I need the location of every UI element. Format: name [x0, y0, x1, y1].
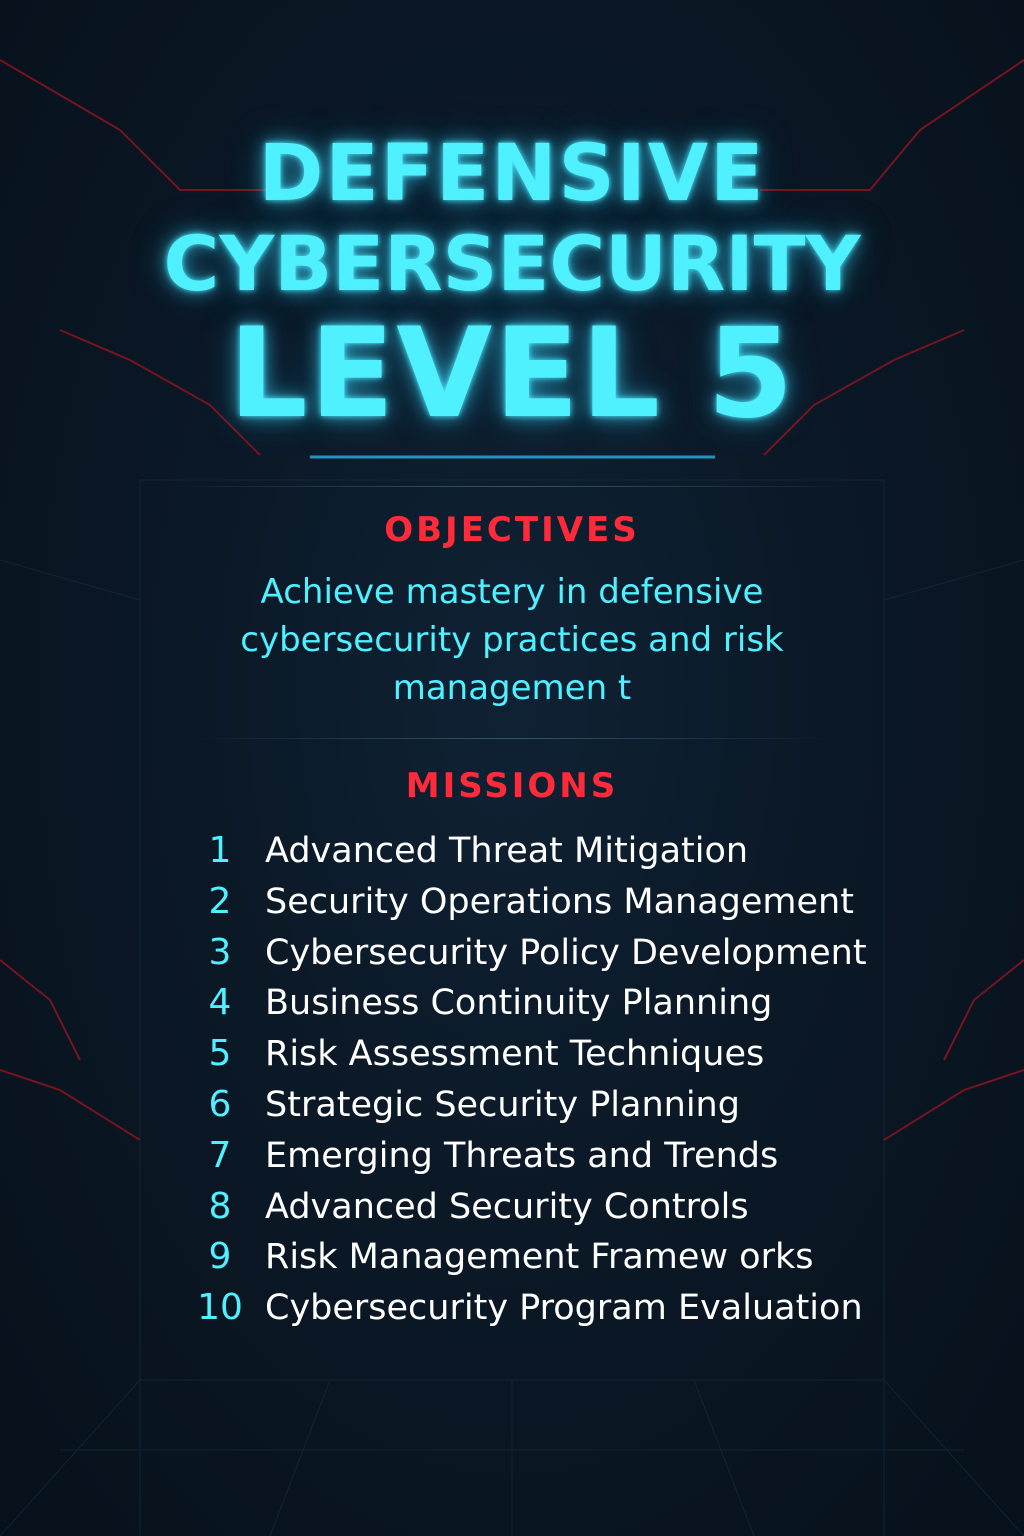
perspective-grid [0, 479, 1024, 1536]
mission-item-8: 8 Advanced Security Controls [195, 1182, 975, 1233]
mission-label: Risk Assessment Techniques [265, 1034, 765, 1075]
divider-top [150, 486, 874, 487]
divider-middle [190, 738, 834, 739]
mission-label: Strategic Security Planning [265, 1084, 740, 1125]
circuit-traces [0, 59, 1024, 1141]
mission-item-2: 2 Security Operations Management [195, 877, 975, 928]
mission-number: 3 [208, 931, 232, 973]
mission-number: 7 [208, 1134, 232, 1176]
mission-number: 5 [208, 1033, 232, 1075]
mission-item-6: 6 Strategic Security Planning [195, 1080, 975, 1131]
mission-label: Cybersecurity Program Evaluation [265, 1288, 863, 1329]
mission-number: 4 [208, 982, 232, 1024]
missions-list: 1 Advanced Threat Mitigation 2 Security … [195, 826, 975, 1334]
mission-item-1: 1 Advanced Threat Mitigation [195, 826, 975, 877]
mission-label: Business Continuity Planning [265, 983, 773, 1024]
mission-number: 8 [208, 1185, 232, 1227]
objectives-text: Achieve mastery in defensive cybersecuri… [240, 572, 784, 708]
missions-heading: MISSIONS [405, 766, 619, 806]
mission-number: 1 [208, 830, 232, 871]
mission-number: 6 [208, 1083, 232, 1125]
title-line-level: LEVEL 5 [228, 302, 796, 446]
objectives-heading: OBJECTIVES [384, 510, 640, 550]
mission-label: Security Operations Management [265, 881, 854, 922]
mission-label: Emerging Threats and Trends [265, 1135, 779, 1176]
mission-item-9: 9 Risk Management Framew orks [195, 1232, 975, 1283]
mission-label: Advanced Security Controls [265, 1186, 749, 1227]
mission-number: 2 [208, 880, 232, 922]
mission-number: 10 [197, 1287, 243, 1329]
mission-label: Cybersecurity Policy Development [265, 932, 867, 973]
mission-item-7: 7 Emerging Threats and Trends [195, 1131, 975, 1182]
mission-number: 9 [208, 1236, 232, 1278]
mission-label: Risk Management Framew orks [265, 1237, 814, 1278]
mission-item-3: 3 Cybersecurity Policy Development [195, 928, 975, 979]
mission-item-4: 4 Business Continuity Planning [195, 978, 975, 1029]
mission-item-10: 10 Cybersecurity Program Evaluation [195, 1283, 975, 1334]
mission-item-5: 5 Risk Assessment Techniques [195, 1029, 975, 1080]
title-line-defensive: DEFENSIVE [258, 129, 766, 219]
mission-label: Advanced Threat Mitigation [265, 831, 749, 871]
title-line-cybersecurity: CYBERSECURITY [163, 219, 861, 308]
